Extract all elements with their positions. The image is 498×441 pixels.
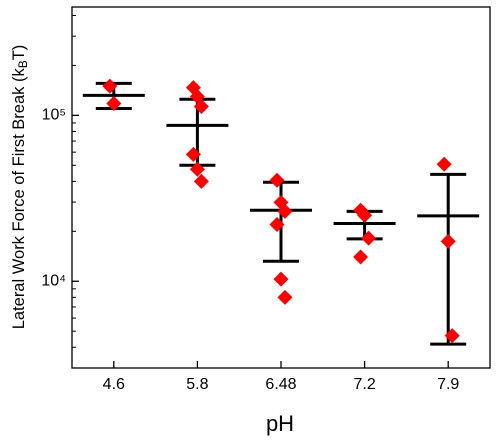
data-point: [361, 230, 377, 246]
data-point: [102, 78, 118, 94]
data-point: [269, 216, 285, 232]
data-point: [189, 161, 205, 177]
x-tick-label: 7.2: [353, 376, 375, 393]
y-tick-label: 10⁵: [42, 107, 66, 124]
data-point: [273, 271, 289, 287]
data-point: [193, 99, 209, 115]
x-tick-label: 4.6: [103, 376, 125, 393]
data-point: [269, 172, 285, 188]
data-point: [277, 289, 293, 305]
y-axis-label: Lateral Work Force of First Break (kBT): [10, 45, 30, 330]
data-point: [106, 95, 122, 111]
x-tick-label: 6.48: [265, 376, 296, 393]
y-label-main: Lateral Work Force of First Break (k: [10, 68, 28, 330]
y-tick-label: 10⁴: [41, 272, 66, 289]
data-point: [193, 173, 209, 189]
data-point: [357, 207, 373, 223]
data-point: [185, 146, 201, 162]
y-label-end: T): [10, 45, 28, 61]
y-label-sub: B: [16, 60, 30, 68]
x-axis-label: pH: [266, 411, 294, 436]
data-point: [277, 203, 293, 219]
data-point: [444, 328, 460, 344]
x-tick-label: 5.8: [186, 376, 208, 393]
data-point: [440, 233, 456, 249]
data-point: [436, 156, 452, 172]
x-tick-label: 7.9: [437, 376, 459, 393]
data-point: [353, 249, 369, 265]
